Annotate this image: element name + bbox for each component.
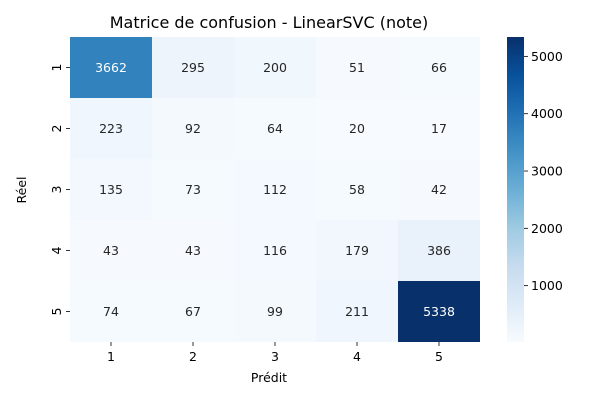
heatmap-cell-r2-c2	[152, 98, 234, 159]
heatmap-cell-r3-c2	[152, 159, 234, 220]
heatmap-cell-r2-c4	[316, 98, 398, 159]
heatmap-cell-r5-c2	[152, 281, 234, 342]
x-tick-label-1: 1	[107, 349, 115, 364]
heatmap-cell-r1-c5	[398, 37, 480, 98]
cell-value-r5-c1: 74	[103, 304, 119, 319]
heatmap-cell-r2-c5	[398, 98, 480, 159]
y-axis-ticks: 1 2 3 4 5	[49, 64, 70, 316]
heatmap-cell-r5-c5	[398, 281, 480, 342]
cell-value-r2-c3: 64	[267, 121, 283, 136]
x-tick-label-4: 4	[353, 349, 361, 364]
heatmap-cell-r2-c1	[70, 98, 152, 159]
cell-value-r3-c1: 135	[99, 182, 123, 197]
y-tick-label-1: 1	[49, 64, 64, 72]
y-tick-label-5: 5	[49, 308, 64, 316]
x-tick-label-3: 3	[271, 349, 279, 364]
x-tick-label-5: 5	[435, 349, 443, 364]
cell-value-r5-c4: 211	[345, 304, 369, 319]
heatmap-cell-r4-c5	[398, 220, 480, 281]
colorbar-tick-label-3000: 3000	[531, 164, 563, 179]
heatmap-cell-r3-c4	[316, 159, 398, 220]
chart-title: Matrice de confusion - LinearSVC (note)	[110, 13, 429, 32]
heatmap-cells: 3662 295 200 51 66 223 92 64 20 17 135 73 112 58 42 43 4…	[70, 37, 480, 342]
heatmap-cell-r4-c4	[316, 220, 398, 281]
cell-value-r4-c2: 43	[185, 243, 201, 258]
cell-value-r4-c5: 386	[427, 243, 451, 258]
heatmap-cell-r4-c3	[234, 220, 316, 281]
cell-value-r2-c1: 223	[99, 121, 123, 136]
cell-value-r1-c3: 200	[263, 60, 287, 75]
colorbar: 1000 2000 3000 4000 5000	[507, 37, 563, 342]
cell-value-r3-c4: 58	[349, 182, 365, 197]
heatmap-cell-r3-c1	[70, 159, 152, 220]
y-tick-label-2: 2	[49, 125, 64, 133]
cell-value-r1-c5: 66	[431, 60, 447, 75]
x-axis-label: Prédit	[251, 370, 287, 385]
cell-value-r2-c5: 17	[431, 121, 447, 136]
colorbar-tick-label-4000: 4000	[531, 106, 563, 121]
heatmap-cell-r1-c3	[234, 37, 316, 98]
y-tick-label-4: 4	[49, 246, 64, 254]
cell-value-r5-c3: 99	[267, 304, 283, 319]
x-axis-ticks: 1 2 3 4 5	[107, 342, 443, 364]
colorbar-tick-label-1000: 1000	[531, 278, 563, 293]
cell-value-r3-c2: 73	[185, 182, 201, 197]
heatmap-cell-r5-c1	[70, 281, 152, 342]
heatmap-cell-r5-c3	[234, 281, 316, 342]
cell-value-r3-c5: 42	[431, 182, 447, 197]
y-tick-label-3: 3	[49, 186, 64, 194]
cell-value-r3-c3: 112	[263, 182, 287, 197]
heatmap-cell-r1-c1	[70, 37, 152, 98]
cell-value-r1-c4: 51	[349, 60, 365, 75]
cell-value-r1-c1: 3662	[95, 60, 127, 75]
heatmap-cell-r1-c4	[316, 37, 398, 98]
cell-value-r4-c3: 116	[263, 243, 287, 258]
x-tick-label-2: 2	[189, 349, 197, 364]
heatmap-cell-r1-c2	[152, 37, 234, 98]
colorbar-gradient	[507, 37, 524, 342]
cell-value-r4-c1: 43	[103, 243, 119, 258]
cell-value-r5-c2: 67	[185, 304, 201, 319]
heatmap-cell-r4-c2	[152, 220, 234, 281]
cell-value-r2-c2: 92	[185, 121, 201, 136]
heatmap-cell-r3-c3	[234, 159, 316, 220]
colorbar-tick-label-2000: 2000	[531, 221, 563, 236]
cell-value-r4-c4: 179	[345, 243, 369, 258]
cell-value-r2-c4: 20	[349, 121, 365, 136]
cell-value-r1-c2: 295	[181, 60, 205, 75]
heatmap-cell-r4-c1	[70, 220, 152, 281]
cell-value-r5-c5: 5338	[423, 304, 455, 319]
colorbar-tick-label-5000: 5000	[531, 49, 563, 64]
heatmap-cell-r5-c4	[316, 281, 398, 342]
heatmap-cell-r2-c3	[234, 98, 316, 159]
y-axis-label: Réel	[14, 177, 29, 204]
heatmap-cell-r3-c5	[398, 159, 480, 220]
